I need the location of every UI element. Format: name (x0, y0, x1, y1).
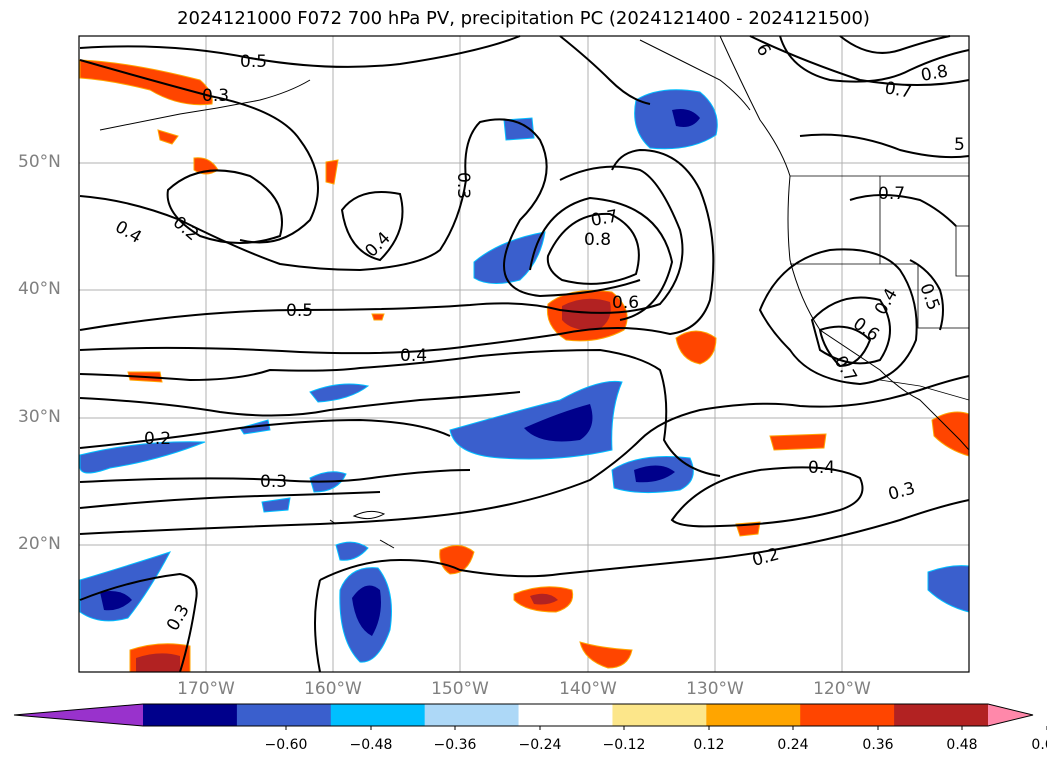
graticule (79, 36, 969, 672)
contour-label: 0.2 (144, 429, 171, 449)
lon-label: 130°W (686, 679, 744, 699)
colorbar-tick-label: 0.36 (862, 737, 894, 753)
contour-label: 0.5 (286, 301, 313, 321)
precip-blob-blue (352, 585, 381, 636)
colorbar-tick-label: −0.48 (349, 737, 393, 753)
precip-blob-blue (309, 383, 370, 403)
contour-labels: 0.5 0.3 0.2 0.4 0.3 0.4 0.7 0.8 0.6 0.5 … (112, 41, 965, 635)
contour-label: 5 (954, 135, 965, 155)
precip-blob-blue (672, 109, 700, 127)
precip-blob-orange (675, 330, 717, 365)
contour-label: 0.3 (260, 472, 287, 492)
pv-contours (79, 35, 970, 673)
colorbar-segment (894, 704, 989, 726)
precip-blob-blue (79, 551, 172, 622)
colorbar-extend-max (988, 704, 1033, 726)
colorbar-tick-label: 0.60 (1031, 737, 1047, 753)
precip-blob-blue (100, 591, 132, 611)
precip-blob-orange (579, 641, 633, 669)
lat-label: 30°N (18, 407, 61, 427)
lon-label: 160°W (304, 679, 362, 699)
precip-positive-shading (79, 59, 970, 673)
colorbar-outline (13, 703, 1034, 727)
precip-blob-blue (503, 117, 535, 141)
precip-blob-orange (325, 159, 339, 185)
colorbar (13, 703, 1047, 730)
figure-title: 2024121000 F072 700 hPa PV, precipitatio… (177, 8, 870, 29)
lon-label: 120°W (813, 679, 871, 699)
precip-blob-orange (157, 129, 179, 145)
lat-label: 50°N (18, 152, 61, 172)
contour-label: 0.4 (400, 346, 427, 366)
precip-blob-blue (335, 541, 369, 561)
lon-label: 150°W (431, 679, 489, 699)
colorbar-segment (612, 704, 707, 726)
map-frame (78, 35, 970, 673)
colorbar-tick-label: −0.36 (433, 737, 477, 753)
contour-label: 0.8 (584, 230, 611, 250)
contour-label: 0.6 (612, 293, 639, 313)
precip-blob-blue (473, 231, 546, 284)
colorbar-segment (800, 704, 895, 726)
contour-label: 0.7 (589, 207, 619, 231)
precip-blob-orange (136, 653, 180, 672)
precip-blob-blue (261, 497, 291, 513)
precip-blob-blue (634, 465, 675, 483)
precip-blob-blue (79, 441, 206, 474)
precip-blob-orange (562, 298, 611, 331)
lat-label: 40°N (18, 279, 61, 299)
precip-blob-orange (79, 59, 213, 106)
colorbar-segment (518, 704, 613, 726)
lat-label: 20°N (18, 534, 61, 554)
colorbar-tick-label: −0.12 (602, 737, 646, 753)
colorbar-segment (330, 704, 426, 726)
contour-label: 0.4 (808, 458, 835, 478)
precip-blob-blue (524, 404, 593, 442)
map-panel: 0.5 0.3 0.2 0.4 0.3 0.4 0.7 0.8 0.6 0.5 … (78, 35, 970, 673)
colorbar-tick-label: 0.48 (946, 737, 978, 753)
colorbar-segment (236, 704, 332, 726)
contour-label: 0.3 (453, 172, 473, 199)
contour-label: 0.3 (202, 86, 229, 106)
colorbar-tick-label: 0.12 (693, 737, 725, 753)
colorbar-tick-label: −0.60 (264, 737, 308, 753)
coastlines (99, 35, 970, 549)
contour-label: 0.7 (883, 78, 913, 102)
contour-label: 0.7 (878, 184, 905, 204)
precip-blob-orange (371, 313, 385, 321)
contour-label: 0.5 (240, 52, 267, 72)
colorbar-tick-label: −0.24 (518, 737, 562, 753)
precip-blob-orange (769, 433, 827, 451)
precip-blob-orange (530, 593, 558, 605)
colorbar-segment (143, 704, 238, 726)
colorbar-tick-label: 0.24 (777, 737, 809, 753)
colorbar-extend-min (14, 704, 143, 726)
lon-label: 140°W (559, 679, 617, 699)
lon-label: 170°W (177, 679, 235, 699)
colorbar-segment (706, 704, 801, 726)
colorbar-segment (424, 704, 520, 726)
contour-label: 0.8 (919, 62, 949, 86)
precip-negative-shading (79, 89, 970, 663)
